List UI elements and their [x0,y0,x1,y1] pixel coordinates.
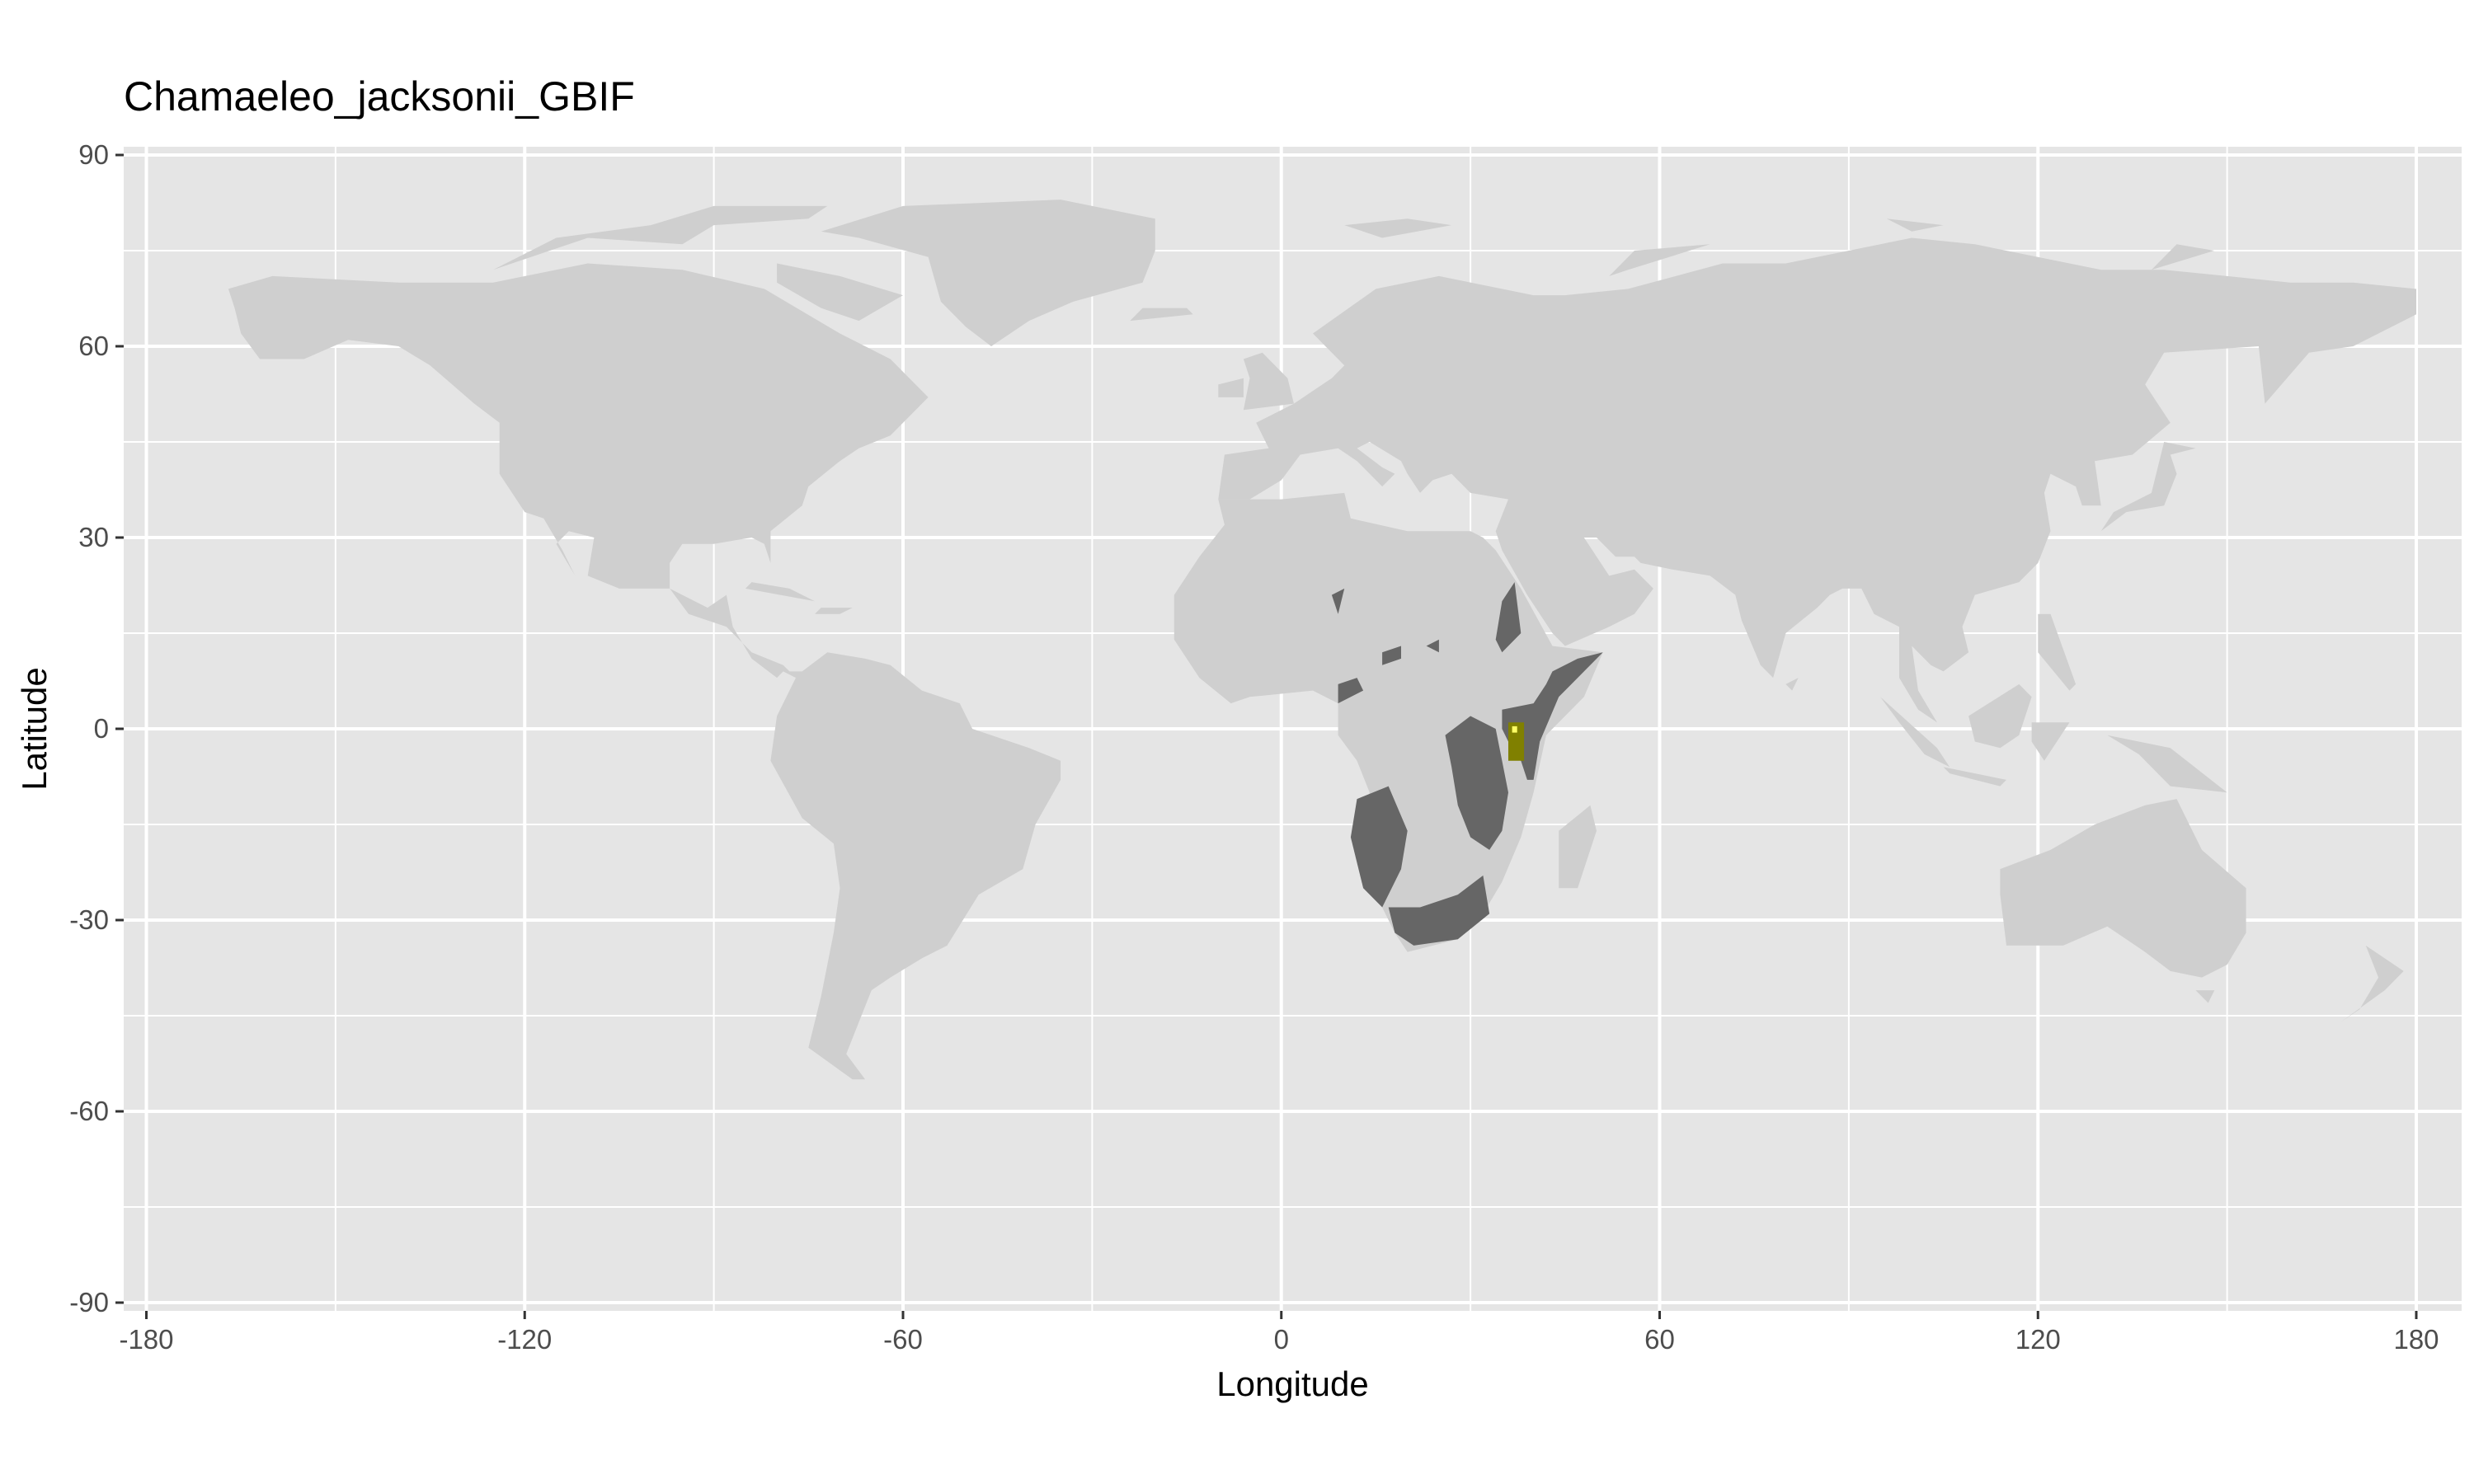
land-region [2107,735,2227,793]
land-region [815,608,853,614]
x-axis-ticks: -180 -120 -60 0 60 120 180 [119,1311,2439,1355]
x-tick-label: 120 [2015,1324,2061,1355]
chart-title: Chamaeleo_jacksonii_GBIF [124,73,635,120]
land-region [1886,218,1944,232]
land-region [1344,218,1452,238]
land-region [228,263,1061,1080]
land-region [1218,237,2416,723]
suitable-area [1331,588,1345,614]
land-region [2151,244,2215,270]
land-region [1559,805,1597,889]
land-region [2031,722,2070,761]
land-region [1609,244,1710,276]
land-region [1880,697,1950,768]
x-axis-title: Longitude [1216,1364,1369,1403]
suitable-area [1445,716,1508,850]
y-axis-ticks: -90 -60 -30 0 30 60 90 [69,139,124,1317]
land-region [2195,990,2215,1003]
occurrence-highlight [1512,726,1517,733]
y-tick-label: -90 [69,1287,109,1317]
y-tick-label: 30 [78,522,109,552]
land-region [493,205,903,270]
suitable-area [1350,786,1408,908]
x-tick-label: 180 [2393,1324,2439,1355]
y-tick-label: -60 [69,1096,109,1126]
y-tick-label: -30 [69,904,109,935]
suitable-area [1502,652,1603,780]
x-tick-label: -120 [497,1324,552,1355]
land-region [1785,678,1799,691]
land-region [1243,352,1294,411]
y-axis-title: Latitude [15,667,54,790]
map-layers [228,200,2416,1080]
x-tick-label: 60 [1644,1324,1675,1355]
land-region [2100,442,2196,532]
land-region [821,200,1155,346]
y-tick-label: 60 [78,331,109,361]
land-region [777,263,903,322]
suitable-area [1495,582,1522,653]
land-region [1218,378,1244,397]
land-region [745,582,815,602]
x-tick-label: -60 [883,1324,923,1355]
land-region [2000,799,2246,978]
suitable-area [1388,875,1490,946]
land-region [2340,945,2404,1022]
x-tick-label: -180 [119,1324,173,1355]
land-region [2038,613,2077,691]
y-tick-label: 90 [78,139,109,170]
suitable-area [1382,646,1401,665]
land-region [1968,683,2032,749]
y-tick-label: 0 [94,713,109,744]
land-region [1943,767,2006,787]
land-region [1130,308,1193,322]
x-tick-label: 0 [1274,1324,1289,1355]
suitable-area [1426,639,1439,653]
suitable-area [1338,678,1364,704]
